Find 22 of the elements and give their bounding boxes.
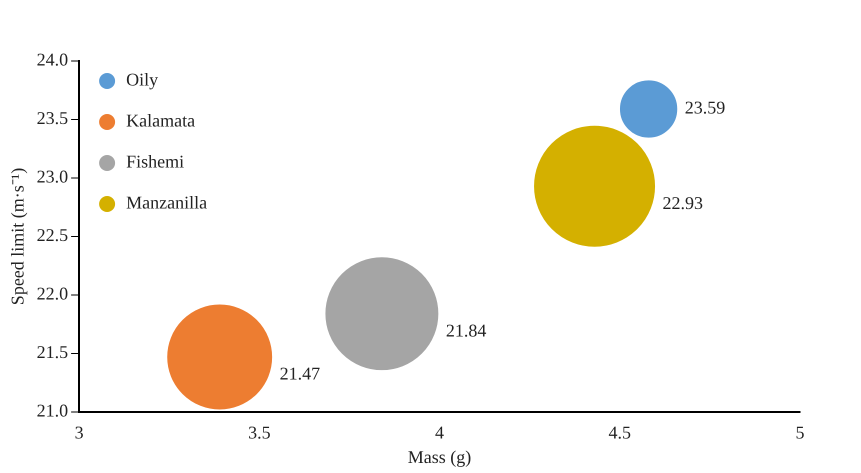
x-tick-label: 5: [796, 422, 804, 443]
legend-label: Fishemi: [126, 152, 184, 172]
y-tick-label: 22.5: [36, 225, 68, 246]
y-axis-title: Speed limit (m·s⁻¹): [8, 168, 28, 306]
legend-label: Manzanilla: [126, 192, 208, 213]
y-tick-label: 24.0: [36, 50, 68, 70]
x-axis-title: Mass (g): [408, 447, 472, 468]
y-tick-label: 21.5: [36, 342, 68, 362]
data-label: 21.47: [280, 364, 320, 384]
data-label: 22.93: [662, 192, 704, 213]
x-tick-label: 4.5: [608, 422, 632, 443]
data-label: 23.59: [684, 98, 726, 118]
y-tick-label: 23.0: [36, 166, 68, 187]
x-tick-label: 3: [74, 422, 84, 443]
legend-label: Oily: [126, 70, 158, 90]
y-tick-label: 23.5: [36, 108, 68, 128]
x-tick-label: 3.5: [248, 422, 271, 443]
y-tick-label: 21.0: [36, 400, 68, 421]
data-label: 21.84: [446, 320, 486, 340]
y-tick-label: 22.0: [36, 284, 68, 304]
legend-label: Kalamata: [126, 110, 196, 131]
x-tick-label: 4: [435, 422, 444, 443]
